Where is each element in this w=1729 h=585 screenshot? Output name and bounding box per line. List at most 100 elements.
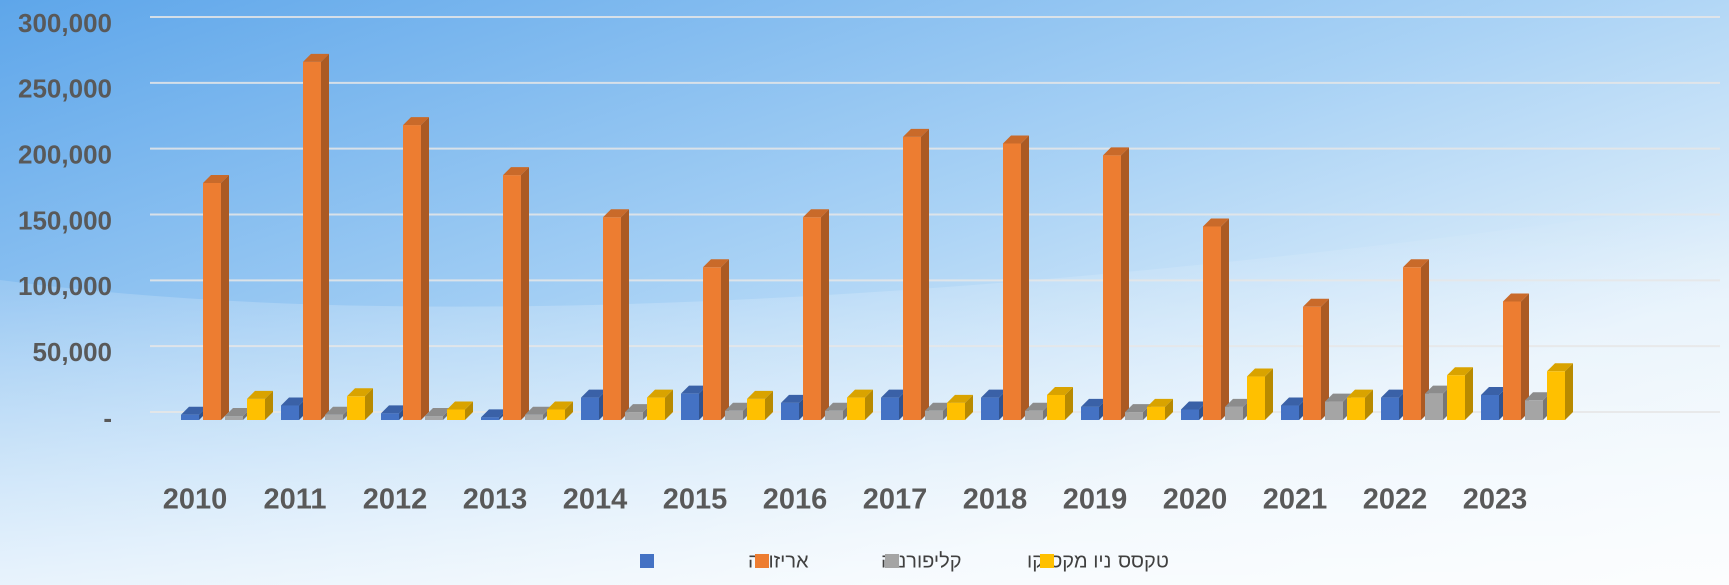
bar-top bbox=[981, 389, 1007, 398]
bar bbox=[847, 397, 865, 420]
bar-top bbox=[725, 402, 751, 411]
y-tick-label: 300,000 bbox=[18, 8, 112, 38]
bar-top bbox=[181, 406, 207, 415]
bar bbox=[1425, 393, 1443, 420]
bar-group bbox=[981, 135, 1073, 420]
bar-top bbox=[647, 389, 673, 398]
bar-side bbox=[421, 117, 429, 421]
bar-top bbox=[925, 402, 951, 411]
bar bbox=[1447, 375, 1465, 420]
bar-top bbox=[1381, 389, 1407, 398]
bar-top bbox=[881, 389, 907, 398]
y-tick-label: - bbox=[103, 403, 112, 433]
bar-top bbox=[325, 406, 351, 415]
bar-top bbox=[347, 388, 373, 397]
bar bbox=[925, 410, 943, 420]
bar-top bbox=[1481, 386, 1507, 395]
bar-top bbox=[547, 401, 573, 410]
x-tick-label: 2017 bbox=[863, 484, 928, 516]
bar-top bbox=[1103, 147, 1129, 156]
bar-side bbox=[1465, 367, 1473, 420]
bar bbox=[1203, 226, 1221, 420]
bar-side bbox=[865, 389, 873, 420]
x-tick-label: 2023 bbox=[1463, 484, 1528, 516]
legend-swatch bbox=[640, 554, 654, 568]
bar bbox=[1103, 155, 1121, 420]
bar-group bbox=[681, 259, 773, 420]
bar-top bbox=[1003, 135, 1029, 144]
bar bbox=[325, 414, 343, 420]
bar-top bbox=[1403, 259, 1429, 268]
bar-group bbox=[481, 167, 573, 420]
legend-swatch bbox=[885, 554, 899, 568]
bar bbox=[1347, 397, 1365, 420]
bar bbox=[525, 414, 543, 420]
bar bbox=[781, 402, 799, 420]
bar-top bbox=[247, 390, 273, 399]
bar-side bbox=[665, 389, 673, 420]
bar-top bbox=[1025, 402, 1051, 411]
bar bbox=[625, 412, 643, 420]
bar bbox=[203, 183, 221, 420]
bar bbox=[1303, 306, 1321, 420]
x-tick-label: 2018 bbox=[963, 484, 1028, 516]
bar-side bbox=[1421, 259, 1429, 420]
x-tick-label: 2013 bbox=[463, 484, 528, 516]
bar-top bbox=[1447, 367, 1473, 376]
bar-group bbox=[1381, 259, 1473, 420]
bar-group bbox=[1081, 147, 1173, 420]
bar-top bbox=[1047, 386, 1073, 395]
bar-group bbox=[281, 53, 373, 420]
bar bbox=[281, 405, 299, 420]
bar-side bbox=[765, 390, 773, 420]
bar-top bbox=[703, 259, 729, 268]
bar-top bbox=[1425, 385, 1451, 394]
bar-side bbox=[1521, 293, 1529, 420]
bar-top bbox=[1347, 389, 1373, 398]
bar bbox=[747, 398, 765, 420]
bar bbox=[447, 409, 465, 420]
legend-swatch bbox=[1040, 554, 1054, 568]
x-tick-label: 2016 bbox=[763, 484, 828, 516]
bar-side bbox=[621, 209, 629, 420]
bar bbox=[1325, 401, 1343, 420]
x-tick-label: 2019 bbox=[1063, 484, 1128, 516]
x-tick-label: 2022 bbox=[1363, 484, 1428, 516]
bar bbox=[403, 125, 421, 421]
x-tick-label: 2021 bbox=[1263, 484, 1328, 516]
y-tick-label: 150,000 bbox=[18, 205, 112, 235]
x-tick-label: 2014 bbox=[563, 484, 628, 516]
bar-group bbox=[181, 175, 273, 420]
bar-side bbox=[1221, 218, 1229, 420]
bar-top bbox=[625, 404, 651, 413]
x-tick-label: 2020 bbox=[1163, 484, 1228, 516]
legend-label: ניו מקסיקו bbox=[1027, 550, 1111, 572]
bar bbox=[347, 396, 365, 420]
bar-top bbox=[1281, 397, 1307, 406]
bar bbox=[603, 217, 621, 420]
bar-top bbox=[1303, 298, 1329, 307]
bar bbox=[181, 414, 199, 420]
bar-side bbox=[1365, 389, 1373, 420]
bar bbox=[303, 61, 321, 420]
bar bbox=[1081, 406, 1099, 420]
bar bbox=[1481, 394, 1499, 420]
bar-side bbox=[921, 128, 929, 420]
bar bbox=[503, 175, 521, 420]
bar bbox=[1547, 371, 1565, 420]
bar-top bbox=[1247, 368, 1273, 377]
bar-top bbox=[903, 128, 929, 137]
bar bbox=[1247, 376, 1265, 420]
bar bbox=[1147, 406, 1165, 420]
bar bbox=[1047, 394, 1065, 420]
bar-top bbox=[225, 408, 251, 417]
bar-side bbox=[1565, 363, 1573, 420]
bar bbox=[881, 397, 899, 420]
bar-top bbox=[1203, 218, 1229, 227]
bar-top bbox=[203, 175, 229, 183]
bar-side bbox=[465, 401, 473, 420]
bar-top bbox=[847, 389, 873, 398]
bar-side bbox=[1065, 386, 1073, 420]
y-tick-label: 50,000 bbox=[32, 337, 112, 367]
